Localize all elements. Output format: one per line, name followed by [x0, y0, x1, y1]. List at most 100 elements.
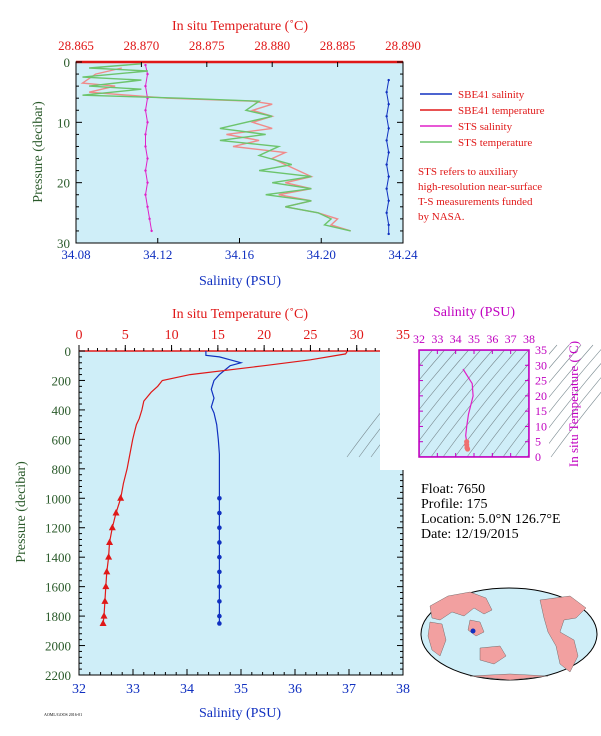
- ts-y-tick-label: 10: [535, 419, 547, 433]
- sts-data-point: [146, 121, 149, 124]
- temperature-marker: [103, 567, 111, 575]
- argo-series-temperature: [102, 350, 349, 624]
- sts-data-point: [144, 193, 147, 196]
- sts-data-point: [148, 217, 151, 221]
- sts-data-point: [146, 157, 149, 160]
- salinity-marker: [217, 495, 222, 501]
- sts-data-point: [150, 229, 153, 233]
- sts-data-point: [146, 205, 149, 208]
- sts-y-axis-label: Pressure (decibar): [31, 101, 46, 203]
- temperature-marker: [102, 582, 110, 590]
- sts-data-point: [144, 145, 147, 148]
- sts-data-point: [385, 187, 388, 190]
- float-info: Float: 7650 Profile: 175 Location: 5.0°N…: [421, 482, 561, 542]
- sts-data-point: [146, 181, 149, 184]
- sts-data-point: [387, 223, 390, 227]
- map-land-australia: [479, 645, 507, 665]
- density-contour: [550, 391, 601, 458]
- argo-y-tick-label: 1000: [45, 491, 71, 506]
- sts-data-point: [387, 199, 390, 202]
- legend-note-line: STS refers to auxiliary: [418, 166, 518, 178]
- sts-data-point: [144, 84, 147, 88]
- sts-data-point: [385, 90, 388, 94]
- salinity-marker: [217, 540, 222, 545]
- legend-item-label: SBE41 salinity: [458, 89, 525, 101]
- contour-mask-left: [380, 340, 419, 470]
- map-land-antarctica: [469, 673, 549, 681]
- density-contour: [430, 344, 522, 458]
- sts-data-point: [144, 63, 147, 67]
- salinity-marker: [217, 599, 222, 604]
- argo-series-group: [99, 350, 349, 626]
- argo-y-tick-label: 2200: [45, 668, 71, 683]
- ts-x-tick-label: 37: [505, 332, 517, 346]
- legend: SBE41 salinity SBE41 temperature STS salin…: [418, 89, 545, 223]
- argo-profile-chart: 32 33 34 35 36 37 38 0 5 10 15 20 25 30 35 0 200 400 600 80…: [14, 307, 410, 721]
- ts-x-tick-label: 38: [523, 332, 535, 346]
- salinity-marker: [217, 584, 222, 589]
- argo-plot-area: [78, 350, 404, 676]
- ts-y-axis-label: In situ Temperature (˚C): [566, 341, 581, 467]
- ts-x-tick-label: 32: [413, 332, 425, 346]
- ts-y-tick-label: 5: [535, 435, 541, 449]
- sts-plot-area: [75, 61, 404, 244]
- float-position-marker: [470, 628, 476, 634]
- sts-x-tick-label: 34.24: [388, 247, 418, 262]
- argo-y-tick-label: 600: [52, 432, 72, 447]
- argo-x-tick-label: 34: [180, 682, 194, 697]
- ts-plot-area: [418, 349, 530, 458]
- sts-data-point: [385, 115, 388, 118]
- argo-x-tick-label: 38: [396, 682, 410, 697]
- argo-y-tick-label: 1600: [45, 580, 71, 595]
- temperature-marker: [112, 509, 120, 516]
- argo-x-tick-label: 37: [342, 682, 356, 697]
- ts-x-tick-label: 36: [486, 332, 498, 346]
- contour-mask-bottom: [419, 457, 530, 478]
- ts-density-contours: [346, 330, 601, 478]
- temperature-marker: [108, 523, 116, 531]
- sts-data-point: [387, 78, 390, 82]
- argo-y-tick-label: 0: [65, 344, 72, 359]
- ts-series-group: [462, 368, 474, 452]
- sts-axes-group: 34.08 34.12 34.16 34.20 34.24 28.865 28.870 28.…: [57, 38, 421, 262]
- argo-top-tick-label: 10: [165, 328, 179, 343]
- sts-x-tick-label: 34.12: [143, 247, 172, 262]
- ts-x-tick-label: 34: [450, 332, 462, 346]
- salinity-marker: [217, 621, 222, 626]
- sts-data-point: [144, 169, 147, 172]
- argo-y-axis-label: Pressure (decibar): [14, 461, 29, 563]
- sts-data-point: [385, 163, 388, 166]
- sts-top-tick-label: 28.875: [189, 38, 225, 53]
- ts-x-tick-label: 35: [468, 332, 480, 346]
- temperature-marker: [117, 494, 125, 501]
- sts-x-tick-label: 34.16: [225, 247, 255, 262]
- sts-data-point: [387, 151, 390, 154]
- argo-top-tick-label: 25: [303, 328, 317, 343]
- sts-x-tick-label: 34.20: [307, 247, 336, 262]
- legend-item-label: STS salinity: [458, 121, 513, 133]
- sts-top-tick-label: 28.865: [58, 38, 94, 53]
- argo-top-tick-label: 0: [76, 328, 83, 343]
- argo-top-tick-label: 15: [211, 328, 225, 343]
- temperature-marker: [100, 612, 108, 619]
- sts-data-point: [385, 139, 388, 142]
- ts-y-tick-label: 15: [535, 404, 547, 418]
- legend-note-line: by NASA.: [418, 211, 465, 223]
- sts-y-tick-label: 30: [57, 236, 70, 251]
- argo-series-salinity: [205, 351, 244, 624]
- float-location: Location: 5.0°N 126.7°E: [421, 512, 561, 527]
- ts-x-tick-label: 33: [431, 332, 443, 346]
- argo-x-tick-label: 32: [72, 682, 86, 697]
- ts-x-axis-label: Salinity (PSU): [433, 305, 515, 320]
- salinity-marker: [217, 613, 222, 619]
- sts-x-tick-label: 34.08: [61, 247, 90, 262]
- ts-y-tick-label: 30: [535, 358, 547, 372]
- ts-y-tick-label: 25: [535, 374, 547, 388]
- sts-data-point: [387, 232, 390, 236]
- sts-series-sbe41-salinity: [386, 80, 390, 234]
- argo-x-axis-label: Salinity (PSU): [199, 706, 281, 721]
- ts-y-tick-label: 20: [535, 389, 547, 403]
